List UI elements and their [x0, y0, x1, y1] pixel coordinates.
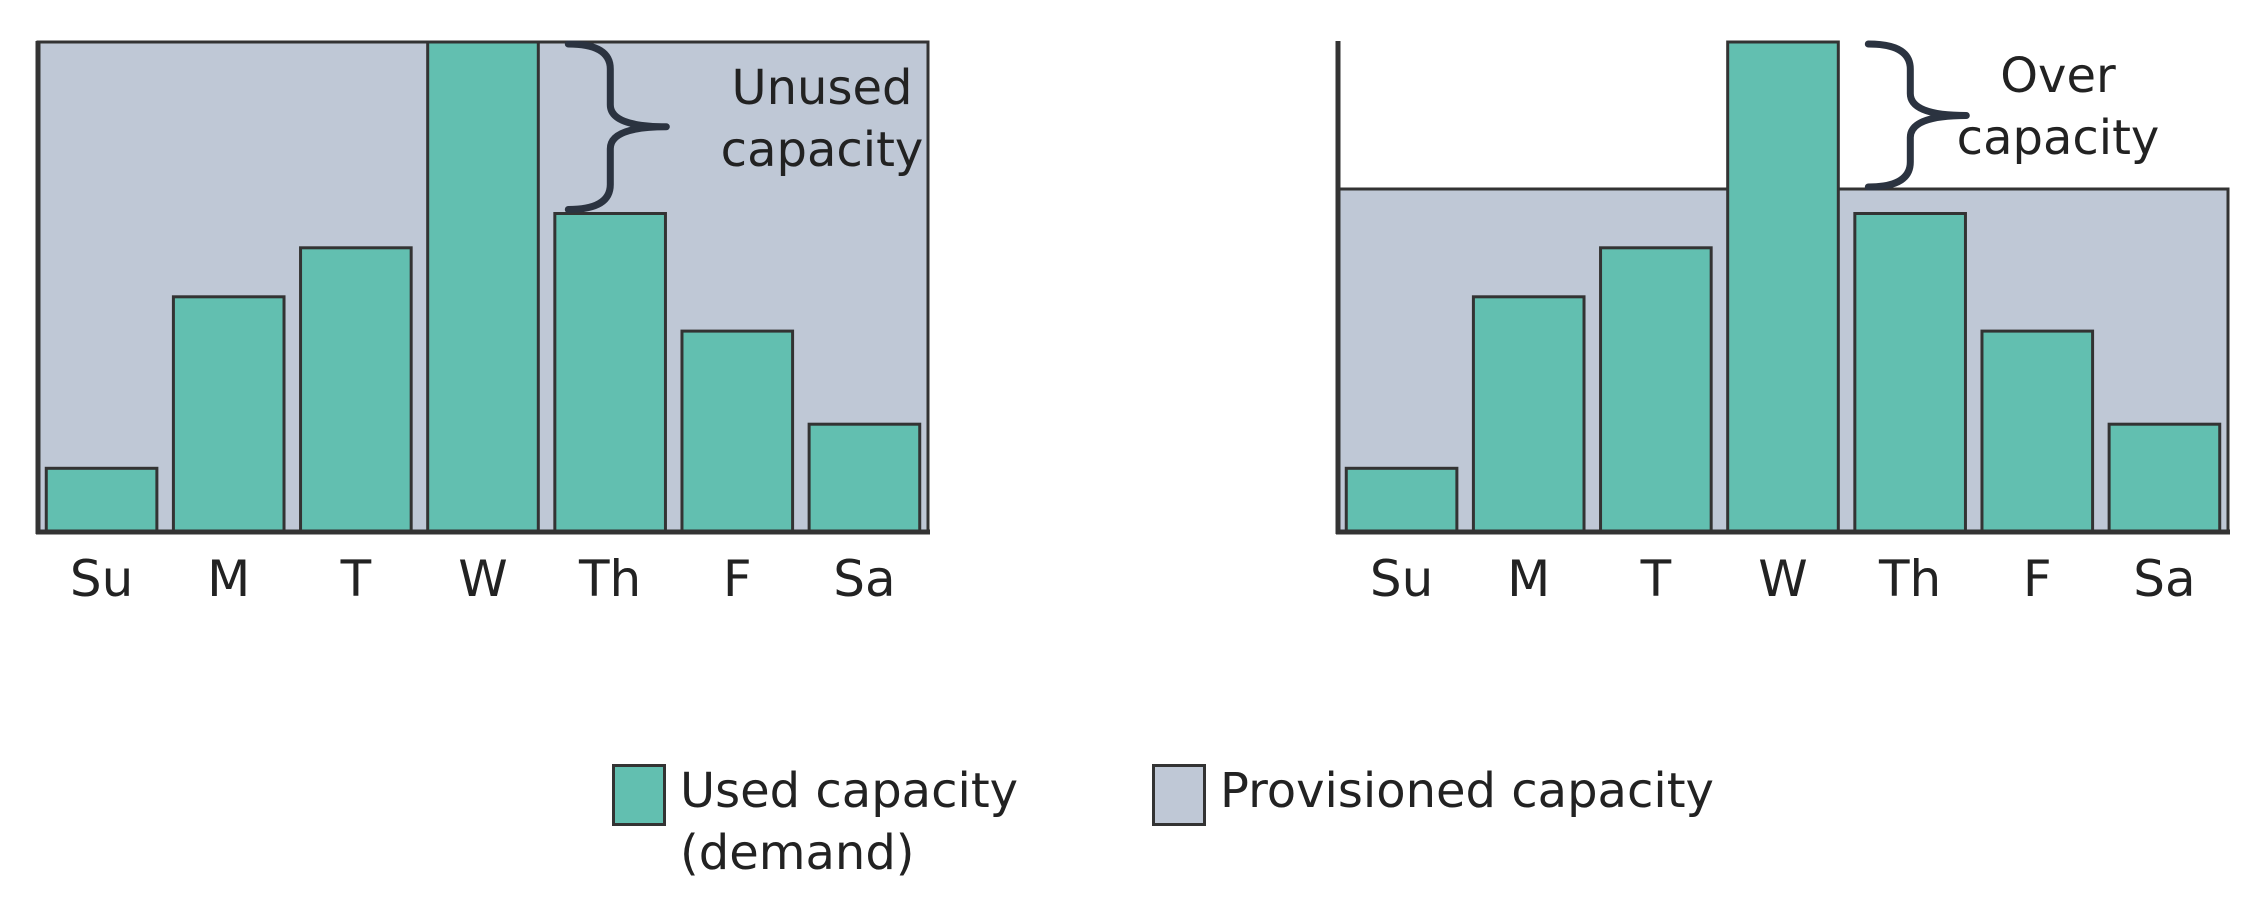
left-tick-su: Su	[70, 550, 133, 608]
right-annotation-line-2: capacity	[1957, 110, 2160, 166]
left-tick-f: F	[723, 550, 752, 608]
unused-capacity-chart-svg: Su M T W Th F Sa Unused capacity	[35, 40, 930, 608]
left-bar-w	[426, 40, 540, 534]
left-brace	[564, 40, 670, 213]
right-bar-f	[1980, 329, 2095, 534]
legend: Used capacity (demand) Provisioned capac…	[612, 760, 1912, 910]
legend-label-provisioned: Provisioned capacity	[1220, 763, 1714, 819]
right-bar-th	[1853, 212, 1967, 534]
right-tick-th: Th	[1878, 550, 1941, 608]
left-bar-m	[171, 295, 286, 534]
left-annotation-line-1: Unused	[732, 60, 913, 116]
right-annotation-line-1: Over	[2000, 48, 2116, 104]
legend-swatch-provisioned	[1152, 764, 1206, 826]
left-bar-su	[44, 466, 159, 534]
right-bar-w	[1726, 40, 1840, 534]
left-tick-m: M	[207, 550, 250, 608]
left-bar-sa	[807, 422, 922, 534]
left-bar-th	[553, 212, 667, 534]
left-tick-sa: Sa	[833, 550, 895, 608]
left-bar-t	[299, 246, 413, 534]
left-annotation: Unused capacity	[721, 60, 924, 178]
unused-capacity-chart: Su M T W Th F Sa Unused capacity	[0, 0, 1000, 640]
right-tick-sa: Sa	[2133, 550, 2195, 608]
right-bar-t	[1599, 246, 1713, 534]
left-annotation-line-2: capacity	[721, 122, 924, 178]
over-capacity-chart: Su M T W Th F Sa Over capacity	[1300, 0, 2262, 640]
right-brace	[1864, 40, 1970, 191]
left-tick-w: W	[458, 550, 507, 608]
legend-swatch-used	[612, 764, 666, 826]
legend-item-used: Used capacity (demand)	[612, 760, 1018, 884]
left-tick-th: Th	[578, 550, 641, 608]
legend-item-provisioned: Provisioned capacity	[1152, 760, 1714, 826]
right-tick-t: T	[1640, 550, 1672, 608]
right-tick-m: M	[1507, 550, 1550, 608]
left-tick-t: T	[340, 550, 372, 608]
right-tick-su: Su	[1370, 550, 1433, 608]
right-bar-sa	[2107, 422, 2222, 534]
legend-label-used: Used capacity (demand)	[680, 763, 1019, 881]
right-annotation: Over capacity	[1957, 48, 2160, 166]
left-bar-f	[680, 329, 795, 534]
right-bar-m	[1471, 295, 1586, 534]
right-tick-f: F	[2023, 550, 2052, 608]
right-tick-w: W	[1758, 550, 1807, 608]
over-capacity-chart-svg: Su M T W Th F Sa Over capacity	[1335, 40, 2230, 608]
right-bar-su	[1344, 466, 1459, 534]
